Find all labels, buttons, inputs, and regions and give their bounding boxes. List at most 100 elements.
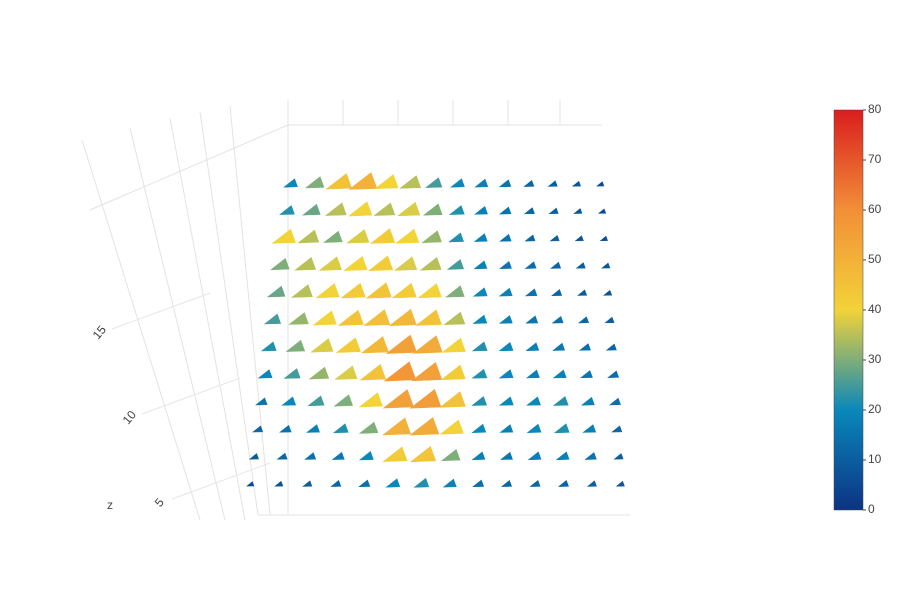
cone (255, 397, 268, 406)
cone (304, 176, 325, 189)
cone (409, 446, 437, 463)
cone (333, 394, 354, 407)
cone (279, 205, 295, 215)
z-tick-label: 5 (152, 495, 167, 509)
cone (283, 178, 298, 188)
cone (602, 289, 613, 296)
cone (471, 423, 487, 433)
cone (498, 315, 513, 324)
cone (525, 342, 540, 351)
cone (331, 451, 345, 460)
cone (608, 397, 621, 406)
cone (523, 207, 535, 215)
cone (315, 283, 340, 299)
cone (294, 257, 317, 271)
cone (358, 479, 371, 488)
cone (285, 339, 306, 352)
cone (358, 392, 383, 408)
cone (383, 361, 417, 382)
cone (359, 364, 387, 381)
cone (373, 202, 396, 216)
cone (574, 235, 584, 242)
cone (358, 451, 374, 461)
cone (307, 395, 325, 407)
cone (582, 424, 597, 433)
cone (548, 207, 559, 214)
cone (410, 361, 443, 382)
z-tick-label: 10 (120, 408, 140, 427)
cone (526, 423, 542, 433)
cone (555, 451, 570, 461)
cone (346, 229, 370, 244)
cone (607, 370, 620, 378)
cone (441, 337, 466, 353)
cone (500, 451, 513, 460)
cone (283, 368, 301, 379)
z-grid-line (171, 462, 271, 500)
cone (439, 419, 464, 435)
cone (324, 202, 347, 216)
cone (499, 424, 514, 433)
colorbar-tick-label: 40 (868, 302, 882, 316)
cone (473, 260, 488, 270)
cone (440, 364, 466, 381)
cone (439, 391, 466, 408)
cone (553, 423, 570, 434)
z-tick-label: 15 (90, 323, 110, 342)
colorbar-tick-label: 60 (868, 202, 882, 216)
cone (529, 479, 541, 487)
cone (288, 312, 309, 325)
cone (498, 287, 513, 297)
cone (248, 453, 259, 460)
cone (409, 389, 442, 409)
cone (552, 396, 569, 406)
cone (579, 370, 593, 379)
cone (551, 289, 563, 296)
cone (472, 287, 488, 297)
cone (340, 282, 366, 299)
cone (605, 343, 617, 351)
cones (246, 172, 625, 488)
cone (613, 453, 624, 460)
cone (573, 208, 583, 214)
cone (281, 396, 297, 406)
cone (308, 366, 330, 380)
cone (525, 369, 540, 379)
cone (302, 480, 313, 487)
cone (526, 396, 541, 406)
cone (524, 261, 537, 269)
cone (601, 262, 611, 269)
cone (524, 234, 536, 242)
cone (348, 172, 378, 190)
scene-box (81, 100, 630, 521)
cone (318, 256, 342, 271)
cone (399, 175, 422, 189)
cone (501, 479, 513, 487)
cone (571, 180, 581, 187)
colorbar-tick-label: 20 (868, 402, 882, 416)
cone (246, 481, 255, 487)
cone (385, 478, 401, 488)
cone (270, 258, 290, 271)
cone (425, 177, 443, 188)
cone (445, 285, 465, 298)
cone (575, 262, 586, 269)
cone (421, 230, 442, 243)
cone (422, 203, 443, 216)
cone (343, 255, 368, 271)
cone (415, 309, 442, 326)
cone (257, 369, 273, 379)
cone (443, 311, 466, 326)
cone (413, 477, 430, 488)
cone (524, 288, 538, 297)
cone (550, 261, 562, 269)
colorbar (833, 109, 864, 511)
cone (499, 260, 512, 270)
cone (547, 180, 558, 187)
cone (523, 179, 535, 187)
cone (604, 316, 615, 324)
cone (393, 256, 418, 271)
cone (395, 228, 420, 244)
cone (599, 235, 608, 241)
